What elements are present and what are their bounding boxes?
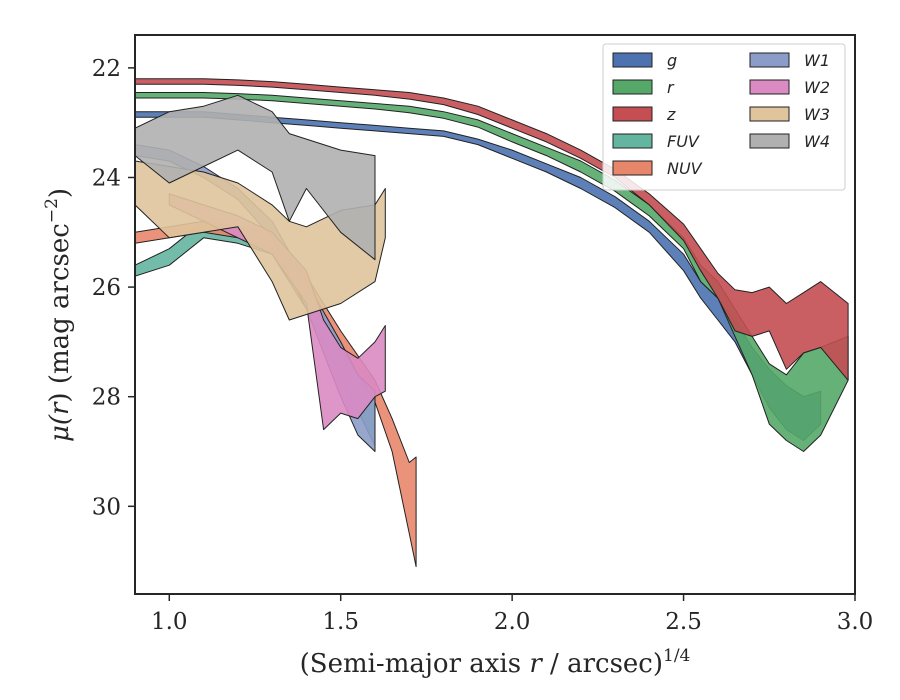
legend-label-z: z [666,105,676,124]
chart-frame [134,34,856,595]
legend-label-r: r [667,78,675,97]
x-axis-label: (Semi-major axis r / arcsec)1/4 [300,646,691,679]
legend-label-nuv: NUV [667,159,703,178]
x-tick-label: 2.5 [665,609,702,635]
y-axis: 22 24 26 28 30 [92,56,135,520]
y-tick-label: 30 [92,494,121,520]
y-tick-label: 26 [92,275,121,301]
legend-swatch-fuv [612,133,653,149]
x-tick-label: 3.0 [837,609,874,635]
legend-swatch-r [612,79,653,95]
legend-swatch-w4 [749,133,790,149]
legend-swatch-w3 [749,106,790,122]
y-tick-label: 22 [92,56,121,82]
series-band-z [135,78,849,381]
x-tick-label: 1.5 [322,609,359,635]
y-tick-label: 28 [92,385,121,411]
plot-area-border [134,34,856,595]
legend-swatch-z [612,106,653,122]
x-tick-label: 1.0 [151,609,188,635]
x-tick-label: 2.0 [494,609,531,635]
legend-label-w3: W3 [804,105,830,124]
legend-label-g: g [667,51,677,70]
series-band-w3 [135,160,386,321]
y-tick-label: 24 [92,165,121,191]
y-axis-label: μ(r) (mag arcsec−2) [42,188,75,442]
legend-label-w2: W2 [804,78,830,97]
legend-swatch-nuv [612,160,653,176]
legend-label-w4: W4 [804,132,830,151]
chart-series-bands [135,78,849,568]
legend: grz FUV NUV W1 W2 W3 W4 [602,43,846,191]
legend-swatch-w1 [749,52,790,68]
x-axis: 1.0 1.5 2.0 2.5 3.0 [151,594,873,635]
legend-swatch-w2 [749,79,790,95]
series-band-w4 [135,94,376,261]
legend-label-fuv: FUV [667,132,700,151]
legend-swatch-g [612,52,653,68]
legend-label-w1: W1 [804,51,830,70]
